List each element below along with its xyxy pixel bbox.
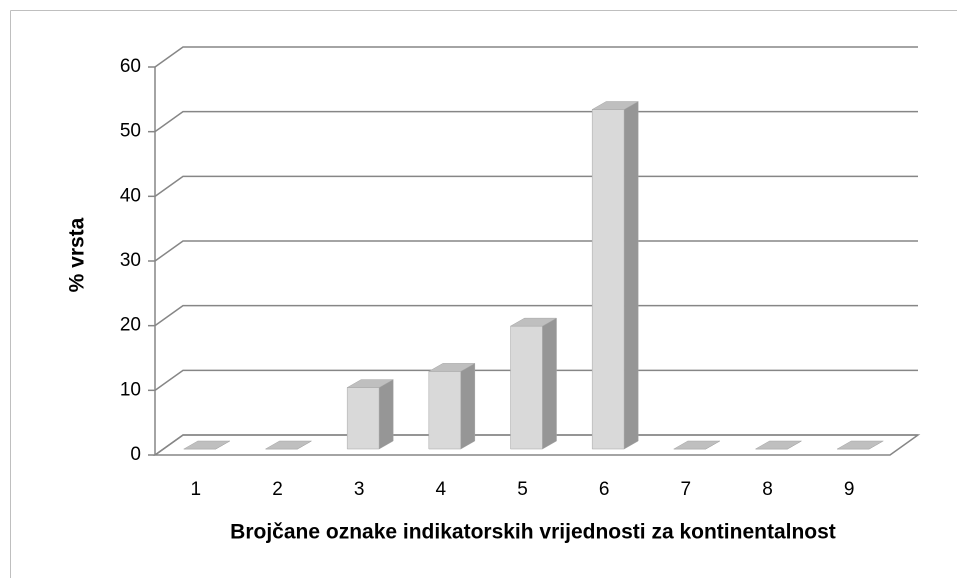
bar-face [182,440,231,450]
y-tick-label: 10 [120,379,141,400]
y-tick-label: 40 [120,185,141,206]
grid-line [154,434,918,456]
bar-face [591,101,640,110]
x-tick-label: 1 [191,479,202,500]
bar-face [264,440,313,450]
x-tick-label: 7 [681,479,692,500]
x-axis-title: Brojčane oznake indikatorskih vrijednost… [230,521,836,544]
bar-face [428,371,462,450]
bar-face [623,101,639,450]
bar [672,440,721,450]
y-tick-label: 60 [120,56,141,77]
bar-face [427,363,476,372]
x-tick-label: 6 [599,479,610,500]
y-tick-label: 30 [120,250,141,271]
grid-line [154,110,918,133]
bar-face [542,317,557,450]
grid-line [154,46,918,68]
bar [182,440,231,450]
bar-face [510,325,543,450]
grid-line [154,304,918,327]
x-tick-label: 9 [844,479,855,500]
x-tick-label: 2 [272,479,283,500]
bar [427,362,476,450]
grid-line [154,175,918,197]
bar-face [836,440,885,450]
bar-face [591,109,625,450]
bar-face [346,387,380,450]
x-tick-label: 3 [354,479,365,500]
bar-face [672,440,721,450]
grid-line [154,240,918,262]
bar [509,317,558,450]
bar-face [378,379,394,450]
bar [754,440,803,450]
bar [591,101,640,450]
bar-face [509,317,558,327]
y-axis-title: % vrsta [66,217,89,292]
x-tick-label: 5 [517,479,528,500]
bar [836,440,885,450]
bar [346,379,395,450]
bar-face [460,362,476,450]
y-tick-label: 20 [120,315,141,336]
grid-line [154,369,918,391]
bar [264,440,313,450]
x-tick-label: 4 [436,479,447,500]
y-tick-label: 0 [130,444,141,465]
x-tick-label: 8 [762,479,773,500]
y-tick-label: 50 [120,121,141,142]
bar-face [346,379,395,388]
bar-face [754,440,803,450]
